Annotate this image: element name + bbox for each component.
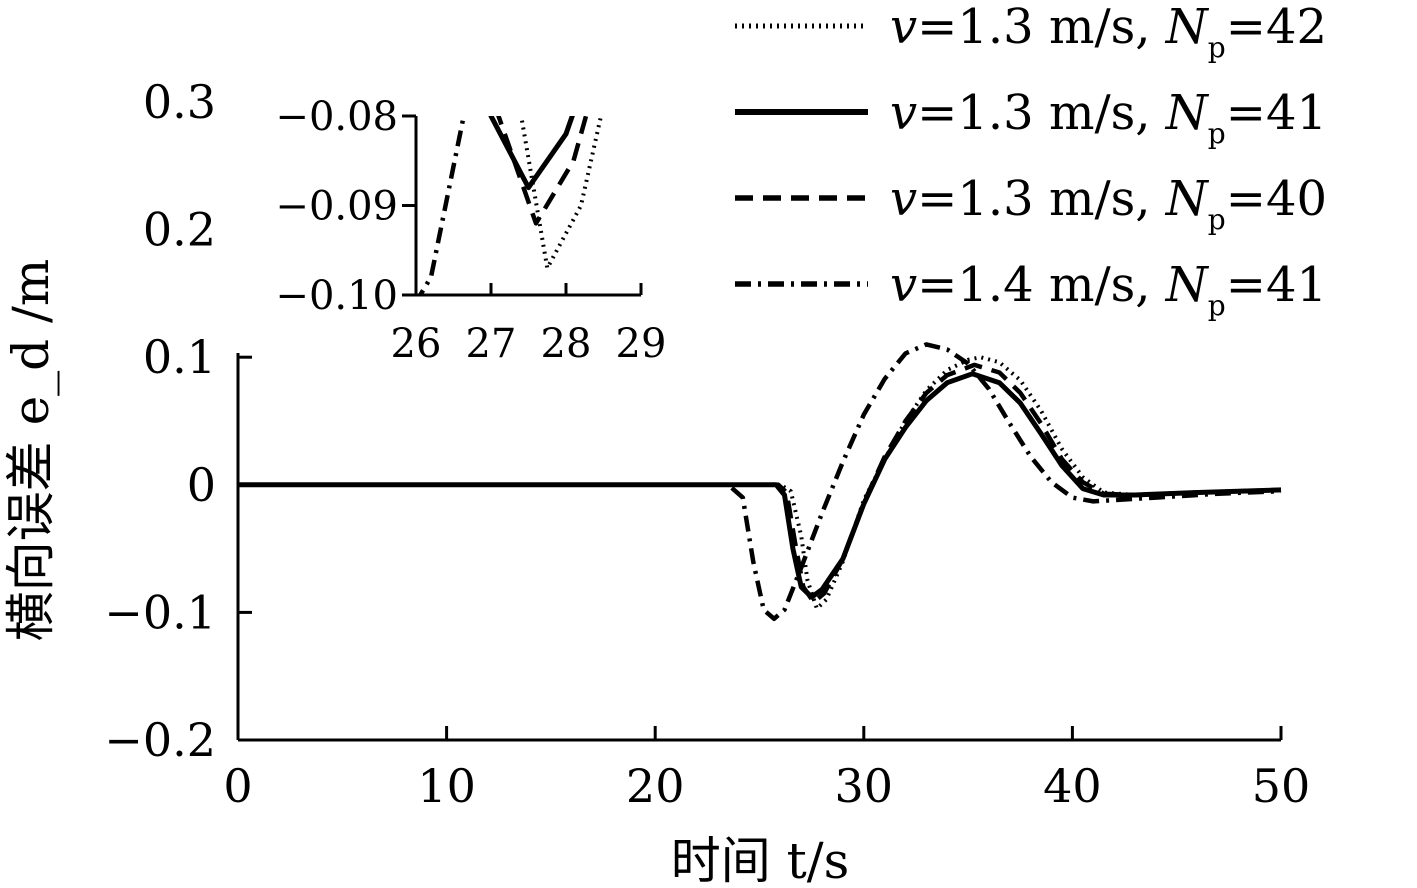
y-tick-label: 0	[187, 458, 216, 512]
y-tick-label: 0.3	[143, 75, 216, 129]
series-line-4	[238, 342, 1282, 622]
y-tick-label: 0.2	[143, 203, 216, 257]
legend-entry-1: v=1.3 m/s, Np=42	[735, 0, 1327, 64]
x-tick-label: 30	[835, 759, 894, 813]
legend-label: v=1.3 m/s, Np=42	[890, 0, 1327, 64]
legend-entry-3: v=1.3 m/s, Np=40	[735, 171, 1327, 236]
x-tick-label: 20	[626, 759, 685, 813]
main-plot-area: −0.2−0.100.10.20.30 10 20 30 40 50	[104, 75, 1310, 813]
series-line-1	[238, 355, 1282, 611]
legend-entry-4: v=1.4 m/s, Np=41	[735, 257, 1327, 322]
y-tick-label: −0.2	[104, 713, 216, 767]
inset-x-tick-label: 28	[541, 321, 592, 367]
legend-entry-2: v=1.3 m/s, Np=41	[735, 85, 1327, 150]
legend-label: v=1.4 m/s, Np=41	[890, 257, 1327, 322]
y-axis-title: 横向误差 e_d /m	[2, 259, 60, 642]
x-tick-label: 40	[1043, 759, 1102, 813]
inset-x-tick-label: 27	[466, 321, 517, 367]
inset-x-tick-label: 29	[616, 321, 667, 367]
legend-label: v=1.3 m/s, Np=41	[890, 85, 1327, 150]
inset-zoom-plot: −0.10 −0.09 −0.08 26 27 28 29	[226, 94, 667, 367]
inset-x-tick-label: 26	[391, 321, 442, 367]
y-tick-label: 0.1	[143, 330, 216, 384]
inset-y-tick-label: −0.10	[275, 273, 398, 319]
y-tick-label: −0.1	[104, 585, 216, 639]
legend-label: v=1.3 m/s, Np=40	[890, 171, 1327, 236]
inset-y-tick-label: −0.08	[275, 94, 398, 140]
legend: v=1.3 m/s, Np=42 v=1.3 m/s, Np=41 v=1.3 m/…	[735, 0, 1327, 322]
x-tick-label: 50	[1252, 759, 1311, 813]
x-axis-title: 时间 t/s	[671, 832, 850, 888]
inset-y-tick-label: −0.09	[275, 184, 398, 230]
x-tick-label: 10	[417, 759, 476, 813]
inset-background	[226, 94, 646, 353]
series-line-2	[238, 371, 1282, 600]
series-line-3	[238, 362, 1282, 605]
x-tick-label: 0	[223, 759, 252, 813]
